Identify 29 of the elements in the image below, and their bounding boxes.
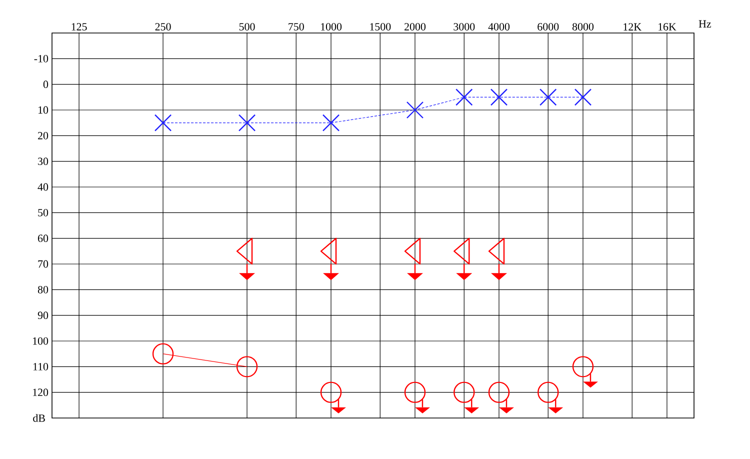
x-tick-label: 3000: [454, 23, 475, 30]
x-tick-label: 12K: [624, 23, 642, 30]
x-tick-label: 750: [288, 23, 304, 30]
y-tick-label: 80: [38, 286, 48, 294]
y-tick-label: 40: [38, 183, 48, 191]
y-tick-label: 70: [38, 260, 48, 268]
y-axis-title: dB: [33, 414, 45, 422]
y-tick-label: 90: [38, 312, 48, 320]
y-tick-label: 20: [38, 132, 48, 140]
y-tick-label: -10: [34, 54, 48, 62]
y-tick-label: 100: [33, 337, 48, 345]
x-tick-label: 6000: [538, 23, 559, 30]
y-tick-label: 120: [33, 388, 48, 396]
x-tick-label: 8000: [572, 23, 594, 30]
y-tick-label: 0: [43, 80, 48, 88]
x-tick-label: 2000: [404, 23, 426, 30]
x-tick-label: 1000: [321, 23, 342, 30]
x-tick-label: 500: [239, 23, 255, 30]
x-tick-label: 250: [155, 23, 171, 30]
x-axis-title: Hz: [698, 20, 712, 28]
x-tick-label: 125: [72, 23, 87, 30]
y-tick-label: 110: [33, 362, 48, 370]
y-tick-label: 30: [38, 158, 48, 166]
x-tick-label: 1500: [370, 23, 391, 30]
y-tick-label: 50: [38, 208, 48, 216]
x-tick-label: 16K: [658, 23, 676, 30]
y-tick-label: 10: [38, 106, 48, 114]
y-tick-label: 60: [38, 234, 48, 242]
x-tick-label: 4000: [488, 23, 510, 30]
